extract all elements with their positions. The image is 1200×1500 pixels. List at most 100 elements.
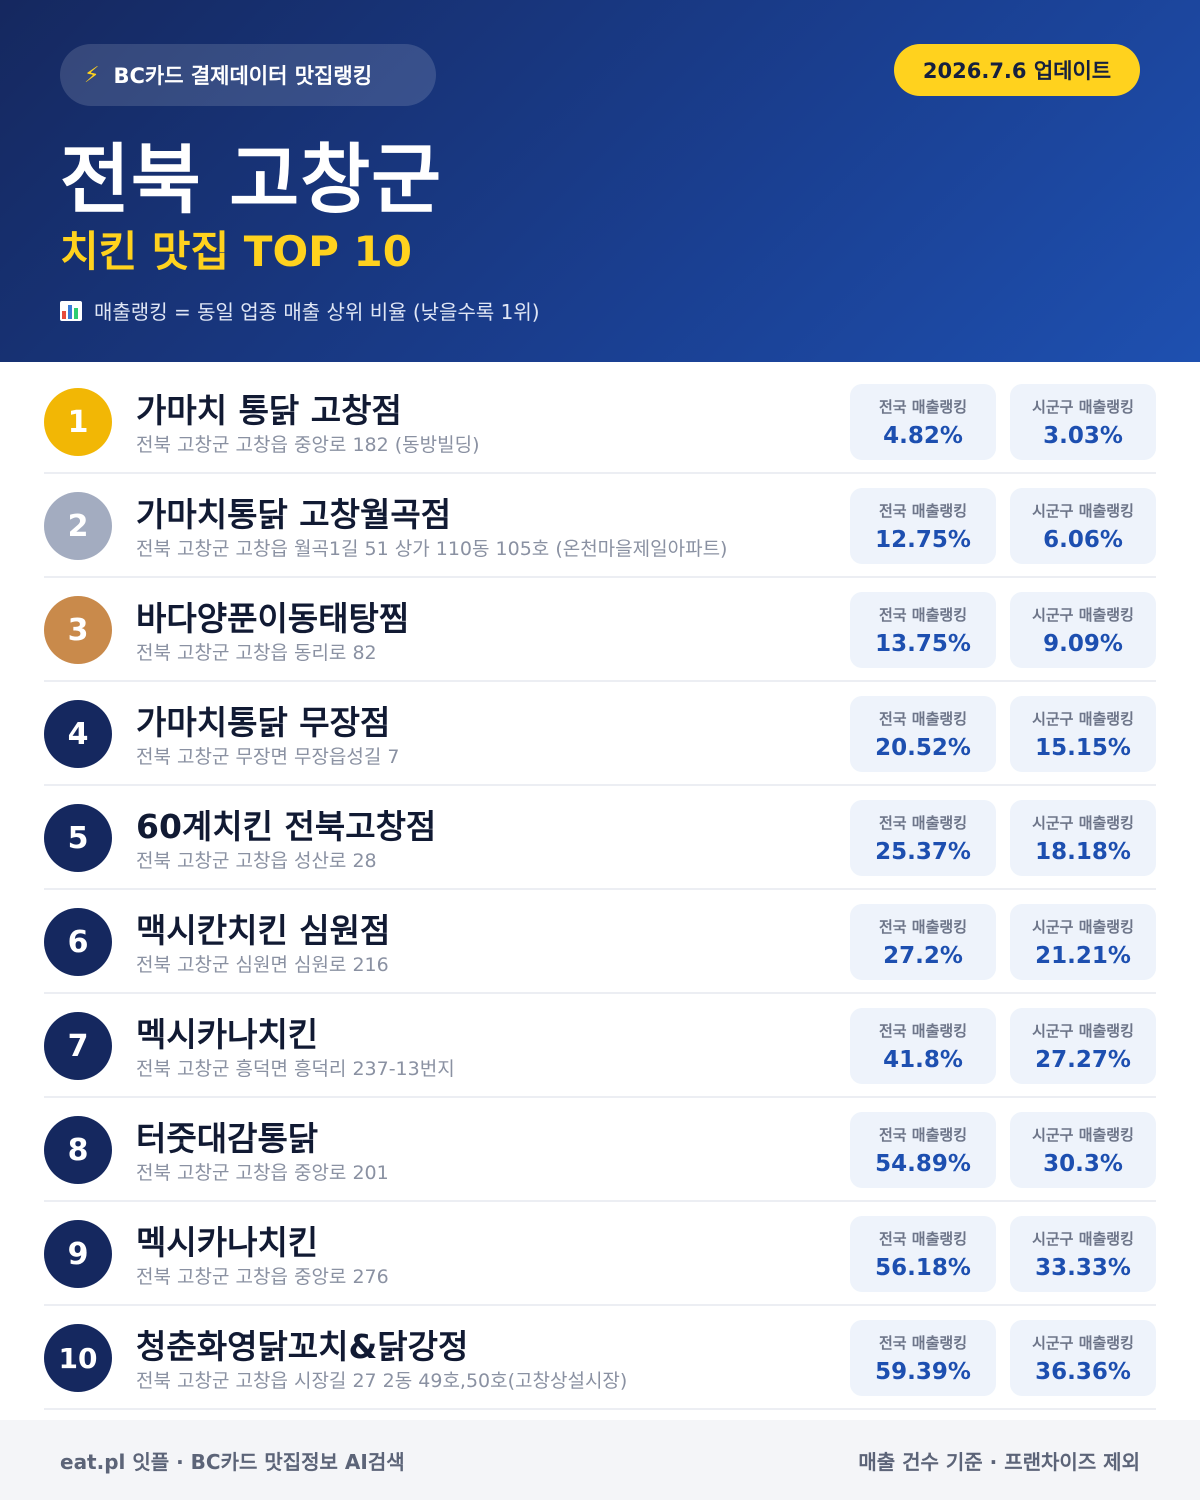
local-ranking-card: 시군구 매출랭킹 30.3% xyxy=(1010,1112,1156,1188)
national-ranking-value: 54.89% xyxy=(875,1150,971,1177)
local-ranking-value: 33.33% xyxy=(1035,1254,1131,1281)
legend-text: 매출랭킹 = 동일 업종 매출 상위 비율 (낮을수록 1위) xyxy=(94,300,540,324)
local-ranking-label: 시군구 매출랭킹 xyxy=(1032,917,1134,936)
national-ranking-card: 전국 매출랭킹 41.8% xyxy=(850,1008,996,1084)
rank-badge: 6 xyxy=(44,908,112,976)
local-ranking-card: 시군구 매출랭킹 15.15% xyxy=(1010,696,1156,772)
rank-badge: 8 xyxy=(44,1116,112,1184)
local-ranking-card: 시군구 매출랭킹 9.09% xyxy=(1010,592,1156,668)
national-ranking-card: 전국 매출랭킹 59.39% xyxy=(850,1320,996,1396)
list-item[interactable]: 2 가마치통닭 고창월곡점 전북 고창군 고창읍 월곡1길 51 상가 110동… xyxy=(44,474,1156,578)
list-item[interactable]: 10 청춘화영닭꼬치&닭강정 전북 고창군 고창읍 시장길 27 2동 49호,… xyxy=(44,1306,1156,1410)
restaurant-address: 전북 고창군 고창읍 월곡1길 51 상가 110동 105호 (온천마을제일아… xyxy=(136,538,728,560)
restaurant-address: 전북 고창군 고창읍 시장길 27 2동 49호,50호(고창상설시장) xyxy=(136,1370,628,1392)
restaurant-name[interactable]: 가마치통닭 고창월곡점 xyxy=(136,495,452,534)
restaurant-name[interactable]: 60계치킨 전북고창점 xyxy=(136,807,437,846)
local-ranking-value: 18.18% xyxy=(1035,838,1131,865)
local-ranking-value: 3.03% xyxy=(1043,422,1123,449)
national-ranking-value: 59.39% xyxy=(875,1358,971,1385)
national-ranking-card: 전국 매출랭킹 4.82% xyxy=(850,384,996,460)
restaurant-address: 전북 고창군 고창읍 성산로 28 xyxy=(136,850,377,872)
local-ranking-card: 시군구 매출랭킹 6.06% xyxy=(1010,488,1156,564)
national-ranking-value: 20.52% xyxy=(875,734,971,761)
restaurant-name[interactable]: 가마치 통닭 고창점 xyxy=(136,391,402,430)
local-ranking-value: 27.27% xyxy=(1035,1046,1131,1073)
national-ranking-card: 전국 매출랭킹 54.89% xyxy=(850,1112,996,1188)
footer: eat.pl 잇플 · BC카드 맛집정보 AI검색 매출 건수 기준 · 프랜… xyxy=(0,1420,1200,1500)
national-ranking-card: 전국 매출랭킹 12.75% xyxy=(850,488,996,564)
category-title: 치킨 맛집 TOP 10 xyxy=(60,227,413,276)
local-ranking-label: 시군구 매출랭킹 xyxy=(1032,397,1134,416)
local-ranking-value: 9.09% xyxy=(1043,630,1123,657)
national-ranking-card: 전국 매출랭킹 25.37% xyxy=(850,800,996,876)
lightning-icon: ⚡ xyxy=(84,62,100,88)
national-ranking-value: 56.18% xyxy=(875,1254,971,1281)
region-title: 전북 고창군 xyxy=(60,135,443,224)
restaurant-address: 전북 고창군 고창읍 중앙로 276 xyxy=(136,1266,389,1288)
restaurant-address: 전북 고창군 심원면 심원로 216 xyxy=(136,954,389,976)
rank-badge: 9 xyxy=(44,1220,112,1288)
list-item[interactable]: 8 터줏대감통닭 전북 고창군 고창읍 중앙로 201 전국 매출랭킹 54.8… xyxy=(44,1098,1156,1202)
national-ranking-card: 전국 매출랭킹 13.75% xyxy=(850,592,996,668)
local-ranking-value: 30.3% xyxy=(1043,1150,1123,1177)
rank-badge: 3 xyxy=(44,596,112,664)
national-ranking-label: 전국 매출랭킹 xyxy=(878,1333,968,1352)
local-ranking-label: 시군구 매출랭킹 xyxy=(1032,709,1134,728)
national-ranking-label: 전국 매출랭킹 xyxy=(878,1125,968,1144)
restaurant-address: 전북 고창군 고창읍 중앙로 201 xyxy=(136,1162,389,1184)
rank-badge: 2 xyxy=(44,492,112,560)
list-item[interactable]: 3 바다양푼이동태탕찜 전북 고창군 고창읍 동리로 82 전국 매출랭킹 13… xyxy=(44,578,1156,682)
list-item[interactable]: 4 가마치통닭 무장점 전북 고창군 무장면 무장읍성길 7 전국 매출랭킹 2… xyxy=(44,682,1156,786)
source-label: BC카드 결제데이터 맛집랭킹 xyxy=(113,64,373,88)
list-item[interactable]: 5 60계치킨 전북고창점 전북 고창군 고창읍 성산로 28 전국 매출랭킹 … xyxy=(44,786,1156,890)
restaurant-name[interactable]: 가마치통닭 무장점 xyxy=(136,703,391,742)
list-item[interactable]: 6 맥시칸치킨 심원점 전북 고창군 심원면 심원로 216 전국 매출랭킹 2… xyxy=(44,890,1156,994)
rank-badge: 7 xyxy=(44,1012,112,1080)
local-ranking-value: 36.36% xyxy=(1035,1358,1131,1385)
local-ranking-card: 시군구 매출랭킹 33.33% xyxy=(1010,1216,1156,1292)
local-ranking-label: 시군구 매출랭킹 xyxy=(1032,1125,1134,1144)
restaurant-name[interactable]: 청춘화영닭꼬치&닭강정 xyxy=(136,1327,469,1366)
list-item[interactable]: 1 가마치 통닭 고창점 전북 고창군 고창읍 중앙로 182 (동방빌딩) 전… xyxy=(44,370,1156,474)
national-ranking-label: 전국 매출랭킹 xyxy=(878,397,968,416)
national-ranking-label: 전국 매출랭킹 xyxy=(878,605,968,624)
restaurant-name[interactable]: 멕시카나치킨 xyxy=(136,1015,319,1054)
national-ranking-value: 25.37% xyxy=(875,838,971,865)
local-ranking-label: 시군구 매출랭킹 xyxy=(1032,1021,1134,1040)
restaurant-name[interactable]: 맥시칸치킨 심원점 xyxy=(136,911,391,950)
list-item[interactable]: 7 멕시카나치킨 전북 고창군 흥덕면 흥덕리 237-13번지 전국 매출랭킹… xyxy=(44,994,1156,1098)
restaurant-name[interactable]: 터줏대감통닭 xyxy=(136,1119,319,1158)
list-item[interactable]: 9 멕시카나치킨 전북 고창군 고창읍 중앙로 276 전국 매출랭킹 56.1… xyxy=(44,1202,1156,1306)
local-ranking-value: 6.06% xyxy=(1043,526,1123,553)
national-ranking-card: 전국 매출랭킹 20.52% xyxy=(850,696,996,772)
rank-badge: 5 xyxy=(44,804,112,872)
national-ranking-label: 전국 매출랭킹 xyxy=(878,501,968,520)
restaurant-address: 전북 고창군 고창읍 중앙로 182 (동방빌딩) xyxy=(136,434,480,456)
local-ranking-card: 시군구 매출랭킹 18.18% xyxy=(1010,800,1156,876)
local-ranking-card: 시군구 매출랭킹 36.36% xyxy=(1010,1320,1156,1396)
national-ranking-card: 전국 매출랭킹 27.2% xyxy=(850,904,996,980)
local-ranking-label: 시군구 매출랭킹 xyxy=(1032,1333,1134,1352)
national-ranking-value: 27.2% xyxy=(883,942,963,969)
restaurant-list: 1 가마치 통닭 고창점 전북 고창군 고창읍 중앙로 182 (동방빌딩) 전… xyxy=(44,370,1156,1410)
local-ranking-value: 21.21% xyxy=(1035,942,1131,969)
bar-chart-icon xyxy=(60,300,82,321)
national-ranking-label: 전국 매출랭킹 xyxy=(878,1021,968,1040)
local-ranking-card: 시군구 매출랭킹 3.03% xyxy=(1010,384,1156,460)
local-ranking-value: 15.15% xyxy=(1035,734,1131,761)
national-ranking-label: 전국 매출랭킹 xyxy=(878,1229,968,1248)
ranking-legend: 매출랭킹 = 동일 업종 매출 상위 비율 (낮을수록 1위) xyxy=(60,296,540,325)
footer-source: eat.pl 잇플 · BC카드 맛집정보 AI검색 xyxy=(60,1449,405,1474)
national-ranking-value: 4.82% xyxy=(883,422,963,449)
footer-note: 매출 건수 기준 · 프랜차이즈 제외 xyxy=(858,1449,1140,1474)
restaurant-name[interactable]: 멕시카나치킨 xyxy=(136,1223,319,1262)
restaurant-address: 전북 고창군 고창읍 동리로 82 xyxy=(136,642,377,664)
rank-badge: 1 xyxy=(44,388,112,456)
restaurant-address: 전북 고창군 흥덕면 흥덕리 237-13번지 xyxy=(136,1058,455,1080)
restaurant-address: 전북 고창군 무장면 무장읍성길 7 xyxy=(136,746,400,768)
national-ranking-value: 13.75% xyxy=(875,630,971,657)
local-ranking-label: 시군구 매출랭킹 xyxy=(1032,501,1134,520)
local-ranking-card: 시군구 매출랭킹 21.21% xyxy=(1010,904,1156,980)
restaurant-name[interactable]: 바다양푼이동태탕찜 xyxy=(136,599,410,638)
update-badge: 2026.7.6 업데이트 xyxy=(894,44,1140,96)
